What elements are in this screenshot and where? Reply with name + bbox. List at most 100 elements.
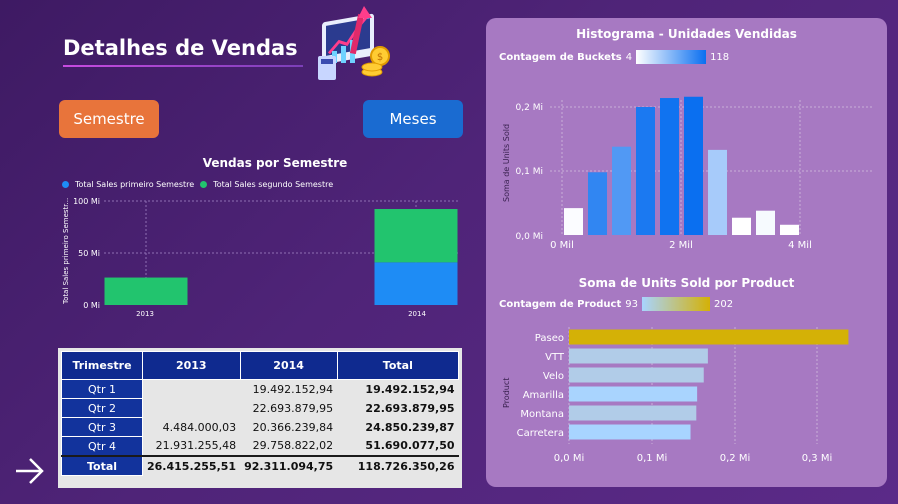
product-y-axis-label: Product xyxy=(502,378,511,408)
semestre-legend: Total Sales primeiro Semestre Total Sale… xyxy=(62,180,333,189)
histogram-bar-5[interactable] xyxy=(660,98,679,235)
cell-total-2013: 26.415.255,51 xyxy=(142,455,241,476)
product-label-vtt: VTT xyxy=(545,352,565,363)
histogram-bar-8[interactable] xyxy=(732,217,751,235)
semestre-chart-title: Vendas por Semestre xyxy=(202,156,348,170)
product-label-paseo: Paseo xyxy=(535,333,564,344)
histogram-title: Histograma - Unidades Vendidas xyxy=(576,27,797,41)
product-bar-velo[interactable] xyxy=(569,367,704,383)
page-title: Detalhes de Vendas xyxy=(63,36,298,60)
cell-qtr1-2013 xyxy=(143,380,241,399)
semestre-ytick-0: 0 Mi xyxy=(83,301,100,310)
semestre-bar-2014-series-2[interactable] xyxy=(374,209,458,263)
product-bar-paseo[interactable] xyxy=(569,329,849,345)
row-header-qtr2[interactable]: Qtr 2 xyxy=(61,398,143,418)
arrow-right-icon[interactable] xyxy=(14,456,46,486)
svg-text:$: $ xyxy=(377,52,383,63)
cell-total-2014: 92.311.094,75 xyxy=(240,455,338,476)
cell-qtr1-2014: 19.492.152,94 xyxy=(252,382,334,396)
histogram-gradient-max: 118 xyxy=(710,51,730,63)
product-bar-montana[interactable] xyxy=(569,405,697,421)
legend-label-primeiro: Total Sales primeiro Semestre xyxy=(75,180,195,189)
histogram-bar-2[interactable] xyxy=(588,172,607,235)
semestre-xtick-2014: 2014 xyxy=(408,310,426,318)
row-header-qtr4[interactable]: Qtr 4 xyxy=(61,436,143,457)
product-label-amarilla: Amarilla xyxy=(523,390,564,401)
histogram-bar-10[interactable] xyxy=(780,224,799,235)
histogram-bar-9[interactable] xyxy=(756,210,775,235)
table-total-row: Total 26.415.255,51 92.311.094,75 118.72… xyxy=(61,455,459,476)
histogram-bar-6[interactable] xyxy=(684,96,703,235)
product-chart: Product Paseo VTT Velo Amarilla Montana Carre… xyxy=(502,327,849,464)
sales-matrix: Trimestre 2013 2014 Total Qtr 1 19.492.1… xyxy=(61,351,460,476)
legend-label-segundo: Total Sales segundo Semestre xyxy=(213,180,334,189)
product-chart-title: Soma de Units Sold por Product xyxy=(578,276,795,290)
matrix-header-2014[interactable]: 2014 xyxy=(239,351,338,380)
histogram-gradient-min: 4 xyxy=(625,51,633,63)
histogram-y-axis-label: Soma de Units Sold xyxy=(502,124,511,202)
cell-qtr3-total: 24.850.239,87 xyxy=(365,420,455,434)
matrix-header-trimestre[interactable]: Trimestre xyxy=(61,351,143,380)
product-xtick-03: 0,3 Mi xyxy=(802,453,833,464)
histogram-bar-4[interactable] xyxy=(636,107,655,235)
legend-dot-segundo xyxy=(200,181,208,188)
histogram-bar-1[interactable] xyxy=(564,208,583,235)
row-header-qtr1[interactable]: Qtr 1 xyxy=(61,379,143,399)
product-bar-carretera[interactable] xyxy=(569,424,691,440)
matrix-header-2013[interactable]: 2013 xyxy=(142,351,241,380)
histogram-gradient-legend: Contagem de Buckets 4 118 xyxy=(499,50,729,64)
cell-qtr3-2013: 4.484.000,03 xyxy=(162,420,237,434)
matrix-container: Trimestre 2013 2014 Total Qtr 1 19.492.1… xyxy=(58,348,462,488)
product-label-montana: Montana xyxy=(520,409,564,420)
cell-qtr1-total: 19.492.152,94 xyxy=(365,382,455,396)
product-label-carretera: Carretera xyxy=(517,428,564,439)
histogram-xtick-0: 0 Mil xyxy=(550,240,574,251)
matrix-header-total[interactable]: Total xyxy=(336,351,460,380)
histogram-ytick-02: 0,2 Mi xyxy=(516,103,543,113)
semestre-y-axis-label: Total Sales primeiro Semestr... xyxy=(62,198,70,305)
cell-qtr4-total: 51.690.077,50 xyxy=(365,439,455,453)
semestre-bar-2013-series-2[interactable] xyxy=(104,277,188,305)
semestre-xtick-2013: 2013 xyxy=(136,310,154,318)
legend-dot-primeiro xyxy=(62,181,69,188)
histogram-bar-3[interactable] xyxy=(612,146,631,235)
product-gradient-min: 93 xyxy=(625,298,638,310)
semestre-ytick-50: 50 Mi xyxy=(78,249,100,258)
meses-button[interactable]: Meses xyxy=(363,100,463,138)
product-gradient-label: Contagem de Product xyxy=(499,298,622,310)
sales-illustration-icon: $ xyxy=(318,6,390,80)
table-row: Qtr 3 4.484.000,03 20.366.239,84 24.850.… xyxy=(61,417,459,437)
product-xtick-02: 0,2 Mi xyxy=(720,453,751,464)
cell-qtr4-2013: 21.931.255,48 xyxy=(155,439,237,453)
product-bar-amarilla[interactable] xyxy=(569,386,698,402)
histogram-ytick-0: 0,0 Mi xyxy=(516,232,543,242)
cell-total-total: 118.726.350,26 xyxy=(337,455,459,476)
table-row: Qtr 4 21.931.255,48 29.758.822,02 51.690… xyxy=(61,436,459,457)
row-header-total: Total xyxy=(61,455,143,476)
histogram-gradient-label: Contagem de Buckets xyxy=(499,51,622,63)
histogram-chart: Soma de Units Sold 0,2 Mi 0,1 Mi 0,0 Mi … xyxy=(502,96,872,251)
semestre-button[interactable]: Semestre xyxy=(59,100,159,138)
title-underline xyxy=(63,65,303,67)
cell-qtr3-2014: 20.366.239,84 xyxy=(252,420,334,434)
histogram-ytick-01: 0,1 Mi xyxy=(516,167,543,177)
semestre-bar-2014-series-1[interactable] xyxy=(374,262,458,305)
table-row: Qtr 2 22.693.879,95 22.693.879,95 xyxy=(61,398,459,418)
histogram-bar-7[interactable] xyxy=(708,149,727,235)
product-label-velo: Velo xyxy=(543,371,564,382)
semestre-chart: Total Sales primeiro Semestr... 100 Mi 5… xyxy=(62,197,460,318)
product-bar-vtt[interactable] xyxy=(569,348,708,364)
product-gradient-max: 202 xyxy=(713,298,734,310)
semestre-ytick-100: 100 Mi xyxy=(73,197,100,206)
product-xtick-01: 0,1 Mi xyxy=(637,453,668,464)
product-xtick-0: 0,0 Mi xyxy=(554,453,585,464)
cell-qtr2-2014: 22.693.879,95 xyxy=(252,401,334,415)
cell-qtr2-2013 xyxy=(143,399,241,418)
product-gradient-legend: Contagem de Product 93 202 xyxy=(499,297,733,311)
histogram-xtick-4: 4 Mil xyxy=(788,240,812,251)
histogram-xtick-2: 2 Mil xyxy=(669,240,693,251)
cell-qtr2-total: 22.693.879,95 xyxy=(365,401,455,415)
product-gradient-bar xyxy=(641,297,710,311)
table-row: Qtr 1 19.492.152,94 19.492.152,94 xyxy=(61,379,459,399)
row-header-qtr3[interactable]: Qtr 3 xyxy=(61,417,143,437)
